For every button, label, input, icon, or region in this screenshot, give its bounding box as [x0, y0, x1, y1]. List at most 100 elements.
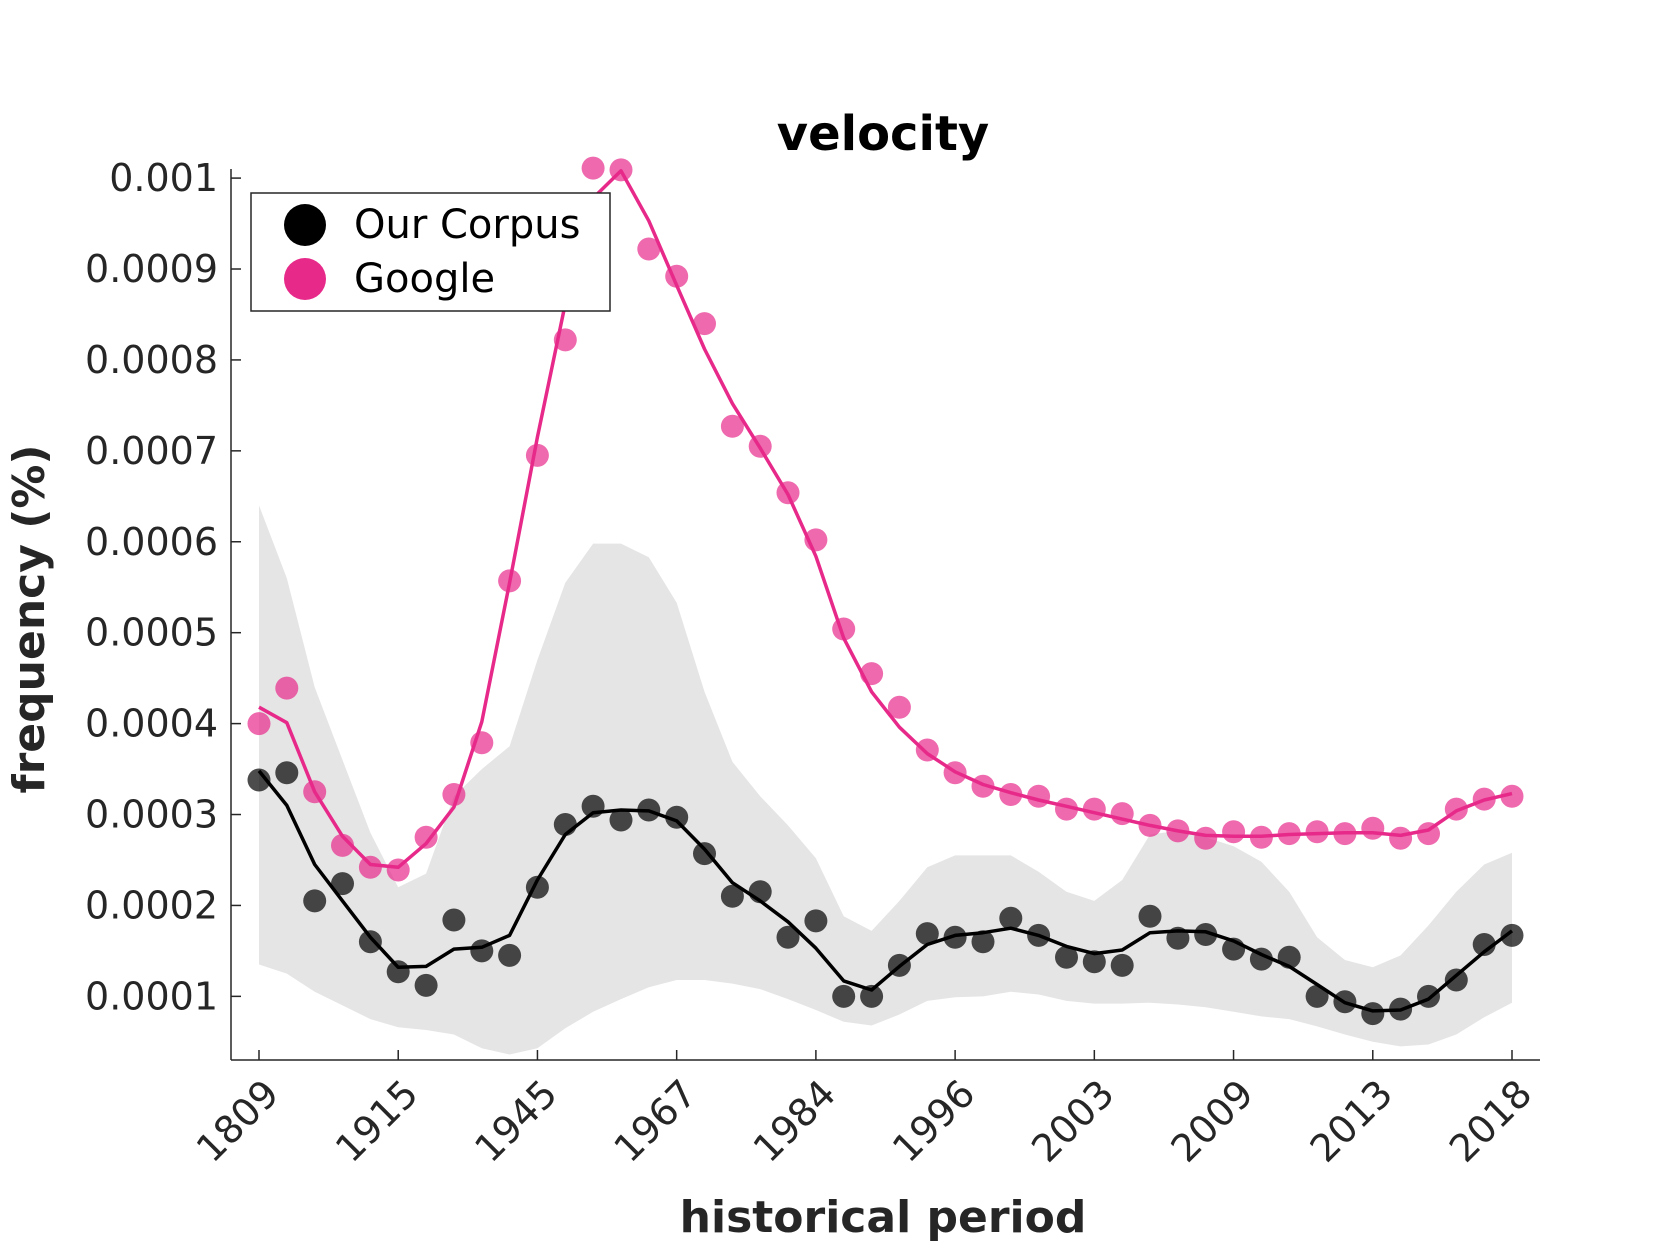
data-point-google: [999, 783, 1023, 806]
data-point-our-corpus: [804, 909, 828, 933]
data-point-our-corpus: [1249, 947, 1273, 971]
data-point-google: [1110, 802, 1134, 826]
data-point-our-corpus: [553, 813, 577, 836]
data-point-our-corpus: [414, 973, 438, 997]
data-point-google: [1444, 797, 1468, 821]
data-point-google: [1417, 822, 1440, 846]
data-point-google: [386, 858, 410, 882]
y-tick-label: 0.0008: [85, 338, 218, 382]
data-point-our-corpus: [720, 884, 744, 908]
x-tick-label: 1915: [327, 1071, 427, 1171]
data-point-google: [1277, 822, 1301, 846]
data-point-our-corpus: [331, 872, 354, 896]
data-point-google: [693, 312, 716, 336]
data-point-google: [665, 264, 689, 288]
y-tick-label: 0.0009: [85, 247, 218, 291]
data-point-our-corpus: [525, 875, 549, 899]
data-point-google: [581, 156, 605, 180]
data-point-our-corpus: [581, 794, 605, 818]
data-point-our-corpus: [1027, 923, 1051, 947]
data-point-our-corpus: [1361, 1002, 1385, 1026]
data-point-google: [637, 237, 661, 261]
data-point-google: [1305, 820, 1329, 844]
data-point-our-corpus: [358, 930, 382, 954]
x-tick-label: 2003: [1023, 1071, 1123, 1171]
x-tick-label: 1996: [884, 1071, 984, 1171]
x-tick-label: 1967: [606, 1071, 706, 1171]
data-point-google: [860, 662, 884, 686]
y-tick-label: 0.0005: [85, 611, 218, 655]
data-point-our-corpus: [693, 842, 716, 866]
data-point-our-corpus: [776, 925, 800, 949]
data-point-our-corpus: [303, 889, 327, 913]
data-point-google: [1055, 797, 1078, 821]
x-tick-label: 2018: [1441, 1071, 1541, 1171]
data-point-our-corpus: [1333, 990, 1357, 1014]
data-point-our-corpus: [1082, 950, 1106, 974]
x-tick-label: 1984: [745, 1071, 845, 1171]
data-point-google: [331, 833, 354, 857]
data-point-our-corpus: [637, 798, 661, 822]
data-point-our-corpus: [748, 880, 772, 904]
data-point-google: [1472, 787, 1496, 811]
y-axis-title: frequency (%): [4, 444, 55, 793]
y-tick-label: 0.0006: [85, 520, 218, 564]
data-point-google: [1082, 797, 1106, 821]
data-point-our-corpus: [1166, 926, 1190, 950]
data-point-google: [720, 414, 744, 438]
data-point-google: [1138, 813, 1162, 837]
data-point-google: [1027, 784, 1051, 808]
data-point-our-corpus: [1472, 933, 1496, 956]
data-point-google: [832, 617, 856, 641]
data-point-google: [498, 569, 522, 593]
data-point-our-corpus: [1055, 945, 1078, 969]
data-point-google: [1166, 819, 1190, 843]
data-point-google: [414, 825, 438, 849]
smoothed-line-layer: [257, 169, 1514, 1013]
confidence-band: [259, 505, 1512, 1055]
data-point-our-corpus: [442, 908, 466, 932]
x-tick-label: 2013: [1302, 1071, 1402, 1171]
data-point-google: [748, 434, 772, 458]
x-tick-label: 1945: [466, 1071, 566, 1171]
data-point-our-corpus: [999, 906, 1023, 930]
data-point-google: [1333, 822, 1357, 846]
data-point-google: [247, 712, 271, 736]
x-tick-label: 1809: [188, 1071, 288, 1171]
data-point-our-corpus: [971, 930, 995, 954]
axes: [230, 169, 1540, 1061]
data-point-our-corpus: [1110, 953, 1134, 977]
data-point-our-corpus: [1389, 997, 1413, 1021]
data-point-google: [609, 158, 633, 182]
data-point-google: [303, 780, 327, 804]
data-point-our-corpus: [665, 805, 689, 829]
legend: Our Corpus Google: [250, 192, 611, 312]
data-point-our-corpus: [1277, 945, 1301, 969]
data-point-our-corpus: [498, 943, 522, 967]
data-point-our-corpus: [247, 768, 271, 792]
trend-line-google: [258, 169, 1513, 870]
legend-label-our-corpus: Our Corpus: [354, 202, 580, 248]
x-tick-label: 2009: [1162, 1071, 1262, 1171]
chart-title: velocity: [777, 106, 989, 162]
y-tick-label: 0.001: [109, 156, 218, 200]
data-point-our-corpus: [275, 761, 299, 785]
data-point-google: [943, 761, 967, 785]
data-point-our-corpus: [386, 960, 410, 984]
y-tick-label: 0.0003: [85, 793, 218, 837]
data-point-google: [358, 855, 382, 879]
data-point-google: [1249, 825, 1273, 849]
data-point-our-corpus: [860, 984, 884, 1008]
data-point-google: [442, 783, 466, 806]
data-point-our-corpus: [1194, 923, 1218, 946]
y-tick-label: 0.0007: [85, 429, 218, 473]
data-point-google: [1194, 826, 1218, 850]
legend-marker-google: [284, 258, 326, 300]
data-point-our-corpus: [887, 953, 911, 977]
data-point-google: [1222, 820, 1246, 844]
data-point-our-corpus: [609, 808, 633, 832]
data-point-google: [804, 528, 828, 552]
legend-label-google: Google: [354, 256, 495, 302]
